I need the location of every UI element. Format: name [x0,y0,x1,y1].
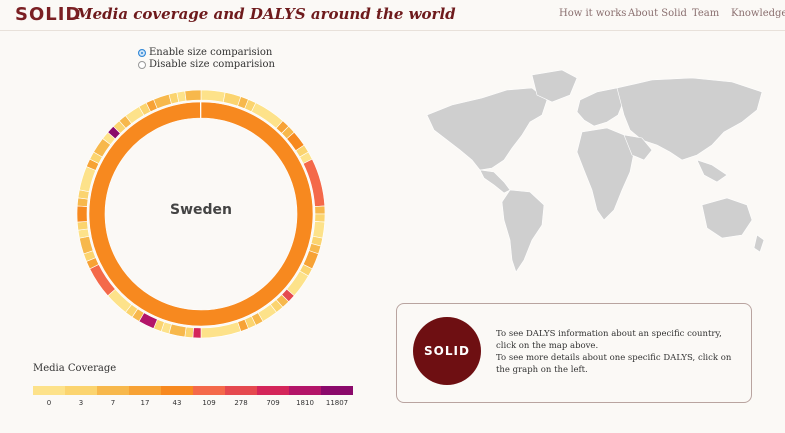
map-asia[interactable] [616,77,763,161]
map-africa[interactable] [576,127,635,221]
map-europe[interactable] [576,87,625,127]
nav-knowledge[interactable]: Knowledge [731,8,785,19]
info-line-2: To see more details about one specific D… [496,353,732,375]
nav-about-solid[interactable]: About Solid [628,8,687,19]
outer-ring-segment[interactable] [312,221,326,239]
legend-swatch [161,386,193,395]
sunburst-chart[interactable]: Sweden [76,89,326,339]
legend-label: 709 [266,399,280,407]
world-map[interactable] [412,60,772,280]
inner-ring-segment[interactable] [88,101,314,327]
disable-radio[interactable] [138,60,146,69]
legend-swatch [289,386,321,395]
outer-ring-segment[interactable] [79,235,94,255]
legend-label: 1810 [296,399,314,407]
top-bar: SOLID Media coverage and DALYS around th… [0,0,785,31]
sunburst-svg[interactable] [76,89,326,339]
enable-label: Enable size comparision [149,47,273,58]
info-text: To see DALYS information about an specif… [496,328,741,376]
legend-swatch [65,386,97,395]
nav-team[interactable]: Team [692,8,720,19]
legend-label: 7 [110,399,116,407]
page-title: Media coverage and DALYS around the worl… [76,5,456,23]
map-new-zealand[interactable] [753,234,765,253]
outer-ring-segment[interactable] [192,327,202,339]
info-line-1: To see DALYS information about an specif… [496,329,722,351]
legend-label: 43 [172,399,182,407]
legend-swatches [33,386,353,395]
outer-ring-segment[interactable] [200,89,226,103]
logo[interactable]: SOLID [15,4,82,25]
outer-ring-segment[interactable] [168,323,187,338]
map-middle-east[interactable] [623,134,653,161]
outer-ring-segment[interactable] [76,221,89,231]
center-country-label: Sweden [170,202,232,218]
enable-size-comparison-option[interactable]: Enable size comparision [138,47,272,58]
legend-swatch [129,386,161,395]
map-southeast-asia[interactable] [696,159,728,183]
map-north-america[interactable] [426,87,548,171]
legend-swatch [33,386,65,395]
info-box: SOLID To see DALYS information about an … [396,303,752,403]
legend-labels: 0 3 7 17 43 109 278 709 1810 11807 [33,399,353,407]
nav-how-it-works[interactable]: How it works [559,8,627,19]
legend-swatch [321,386,353,395]
solid-badge: SOLID [413,317,481,385]
legend-swatch [257,386,289,395]
enable-radio[interactable] [138,48,146,57]
map-central-america[interactable] [479,169,511,194]
map-australia[interactable] [701,197,753,239]
legend-label: 109 [202,399,216,407]
outer-ring-segment[interactable] [176,90,187,103]
legend-label: 3 [78,399,84,407]
outer-ring-segment[interactable] [77,228,90,239]
legend-swatch [193,386,225,395]
disable-size-comparison-option[interactable]: Disable size comparision [138,59,275,70]
outer-ring-segment[interactable] [184,89,202,102]
map-greenland[interactable] [531,69,578,103]
map-south-america[interactable] [501,189,545,273]
legend-label: 0 [46,399,52,407]
legend-swatch [225,386,257,395]
legend-label: 11807 [325,399,349,407]
legend-title: Media Coverage [33,363,117,374]
disable-label: Disable size comparision [149,59,275,70]
legend-label: 278 [234,399,248,407]
legend-label: 17 [140,399,150,407]
legend-swatch [97,386,129,395]
